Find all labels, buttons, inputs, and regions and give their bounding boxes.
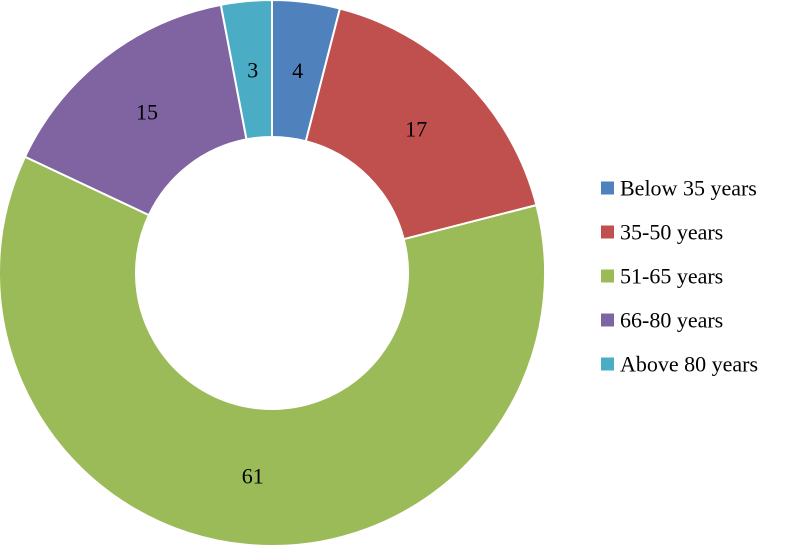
legend-swatch-above-80-years bbox=[601, 357, 614, 371]
legend-label-35-50-years: 35-50 years bbox=[620, 220, 723, 245]
legend-label-66-80-years: 66-80 years bbox=[620, 308, 723, 333]
slice-labels: 4 17 61 15 3 bbox=[136, 57, 427, 488]
legend-label-51-65-years: 51-65 years bbox=[620, 264, 723, 289]
legend-swatch-below-35-years bbox=[601, 181, 614, 195]
slice-label-above-80-years: 3 bbox=[247, 57, 258, 82]
legend-swatch-51-65-years bbox=[601, 269, 614, 283]
slice-label-below-35-years: 4 bbox=[292, 58, 303, 83]
slice-above-80-years bbox=[219, 0, 273, 141]
slice-51-65-years bbox=[0, 155, 546, 546]
slice-66-80-years bbox=[23, 3, 248, 217]
slice-35-50-years bbox=[304, 7, 538, 241]
legend-label-below-35-years: Below 35 years bbox=[620, 176, 757, 201]
legend-label-above-80-years: Above 80 years bbox=[620, 352, 758, 377]
slice-label-51-65-years: 61 bbox=[242, 464, 264, 489]
donut-slices bbox=[0, 0, 546, 546]
legend-swatch-35-50-years bbox=[601, 225, 614, 239]
slice-label-66-80-years: 15 bbox=[136, 99, 158, 124]
slice-label-35-50-years: 17 bbox=[405, 116, 427, 141]
legend-swatch-66-80-years bbox=[601, 313, 614, 327]
legend: Below 35 years 35-50 years 51-65 years 66-8… bbox=[601, 176, 758, 377]
